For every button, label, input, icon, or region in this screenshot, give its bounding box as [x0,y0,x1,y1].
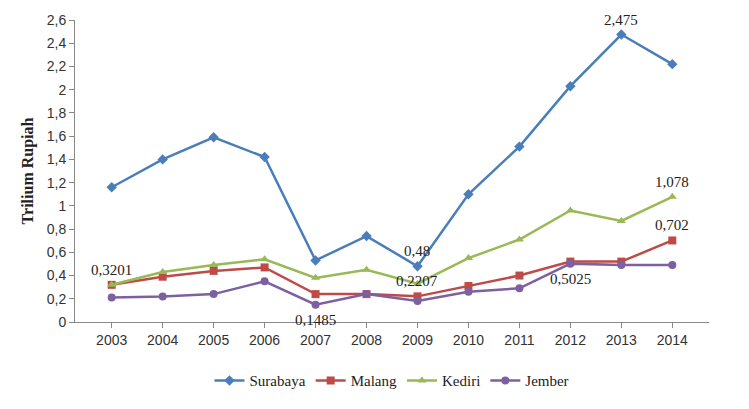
svg-text:0,48: 0,48 [404,243,430,259]
svg-text:1,6: 1,6 [47,128,67,144]
svg-text:1,2: 1,2 [47,175,67,191]
svg-text:0,2: 0,2 [47,291,67,307]
svg-text:0,1485: 0,1485 [295,312,336,328]
svg-text:Surabaya: Surabaya [250,373,306,389]
svg-text:2013: 2013 [606,332,637,348]
svg-text:0: 0 [58,314,66,330]
svg-text:2003: 2003 [96,332,127,348]
svg-text:2: 2 [58,82,66,98]
svg-text:0,2207: 0,2207 [396,273,438,289]
svg-text:2007: 2007 [300,332,331,348]
svg-text:2,4: 2,4 [47,35,67,51]
svg-text:Jember: Jember [525,373,568,389]
svg-text:2010: 2010 [453,332,484,348]
svg-text:2014: 2014 [657,332,688,348]
svg-text:2012: 2012 [555,332,586,348]
svg-text:0,3201: 0,3201 [91,262,132,278]
svg-text:1,4: 1,4 [47,151,67,167]
svg-text:0,4: 0,4 [47,267,67,283]
svg-text:0,6: 0,6 [47,244,67,260]
svg-text:2,475: 2,475 [604,12,638,28]
svg-text:2006: 2006 [249,332,280,348]
svg-text:Kediri: Kediri [442,373,480,389]
svg-text:2005: 2005 [198,332,229,348]
svg-text:2,2: 2,2 [47,58,67,74]
svg-text:2004: 2004 [147,332,178,348]
svg-text:Trilium Rupiah: Trilium Rupiah [19,117,37,224]
svg-text:1,078: 1,078 [655,174,689,190]
svg-text:Malang: Malang [351,373,397,389]
svg-text:2008: 2008 [351,332,382,348]
svg-text:1,8: 1,8 [47,105,67,121]
svg-text:2011: 2011 [504,332,534,348]
svg-text:0,5025: 0,5025 [550,271,591,287]
svg-text:2,6: 2,6 [47,12,67,28]
svg-text:2009: 2009 [402,332,433,348]
svg-text:0,702: 0,702 [655,217,689,233]
svg-text:0,8: 0,8 [47,221,67,237]
svg-text:1: 1 [58,198,66,214]
